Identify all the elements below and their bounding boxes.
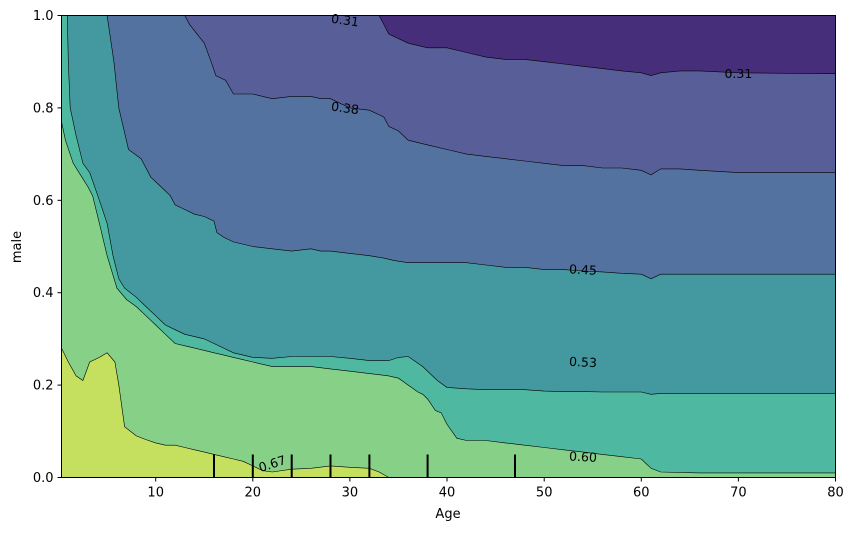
- y-tick-label-4: 0.8: [33, 101, 54, 116]
- contour-label-1: 0.31: [724, 66, 752, 81]
- x-axis-ticks: 10 20 30 40 50 60 70 80: [147, 477, 844, 501]
- y-tick-label-3: 0.6: [33, 194, 54, 209]
- x-tick-label-4: 50: [536, 486, 553, 501]
- x-tick-label-2: 30: [342, 486, 359, 501]
- x-axis-label: Age: [435, 507, 460, 522]
- rug-marks: [213, 454, 516, 478]
- plot-frame: [61, 15, 836, 478]
- x-tick-label-6: 70: [730, 486, 747, 501]
- y-axis-ticks: 0.0 0.2 0.4 0.6 0.8 1.0: [33, 9, 62, 486]
- contour-line-1: [184, 15, 836, 176]
- x-tick-label-7: 80: [827, 486, 844, 501]
- contour-label-2: 0.38: [330, 99, 360, 118]
- y-tick-label-1: 0.2: [33, 379, 54, 394]
- contour-line-5: [61, 347, 389, 478]
- x-tick-label-1: 20: [245, 486, 262, 501]
- contour-line-4: [61, 121, 836, 474]
- contour-line-3: [67, 15, 836, 395]
- y-axis-label: male: [10, 231, 25, 263]
- x-tick-label-5: 60: [633, 486, 650, 501]
- contour-label-5: 0.60: [569, 448, 598, 464]
- y-tick-label-5: 1.0: [33, 9, 54, 24]
- contour-labels: 0.310.310.380.450.530.600.67: [257, 11, 753, 475]
- contour-line-0: [378, 15, 836, 76]
- contour-label-4: 0.53: [569, 354, 598, 370]
- contour-line-2: [106, 15, 836, 280]
- contour-band-6: [61, 348, 389, 478]
- contour-label-3: 0.45: [569, 261, 598, 277]
- y-tick-label-2: 0.4: [33, 286, 54, 301]
- x-tick-label-0: 10: [147, 486, 164, 501]
- contour-lines: [61, 15, 836, 478]
- contour-fills: [61, 15, 836, 478]
- contour-band-4: [61, 15, 836, 478]
- contour-band-5: [61, 121, 836, 478]
- y-tick-label-0: 0.0: [33, 471, 54, 486]
- x-tick-label-3: 40: [439, 486, 456, 501]
